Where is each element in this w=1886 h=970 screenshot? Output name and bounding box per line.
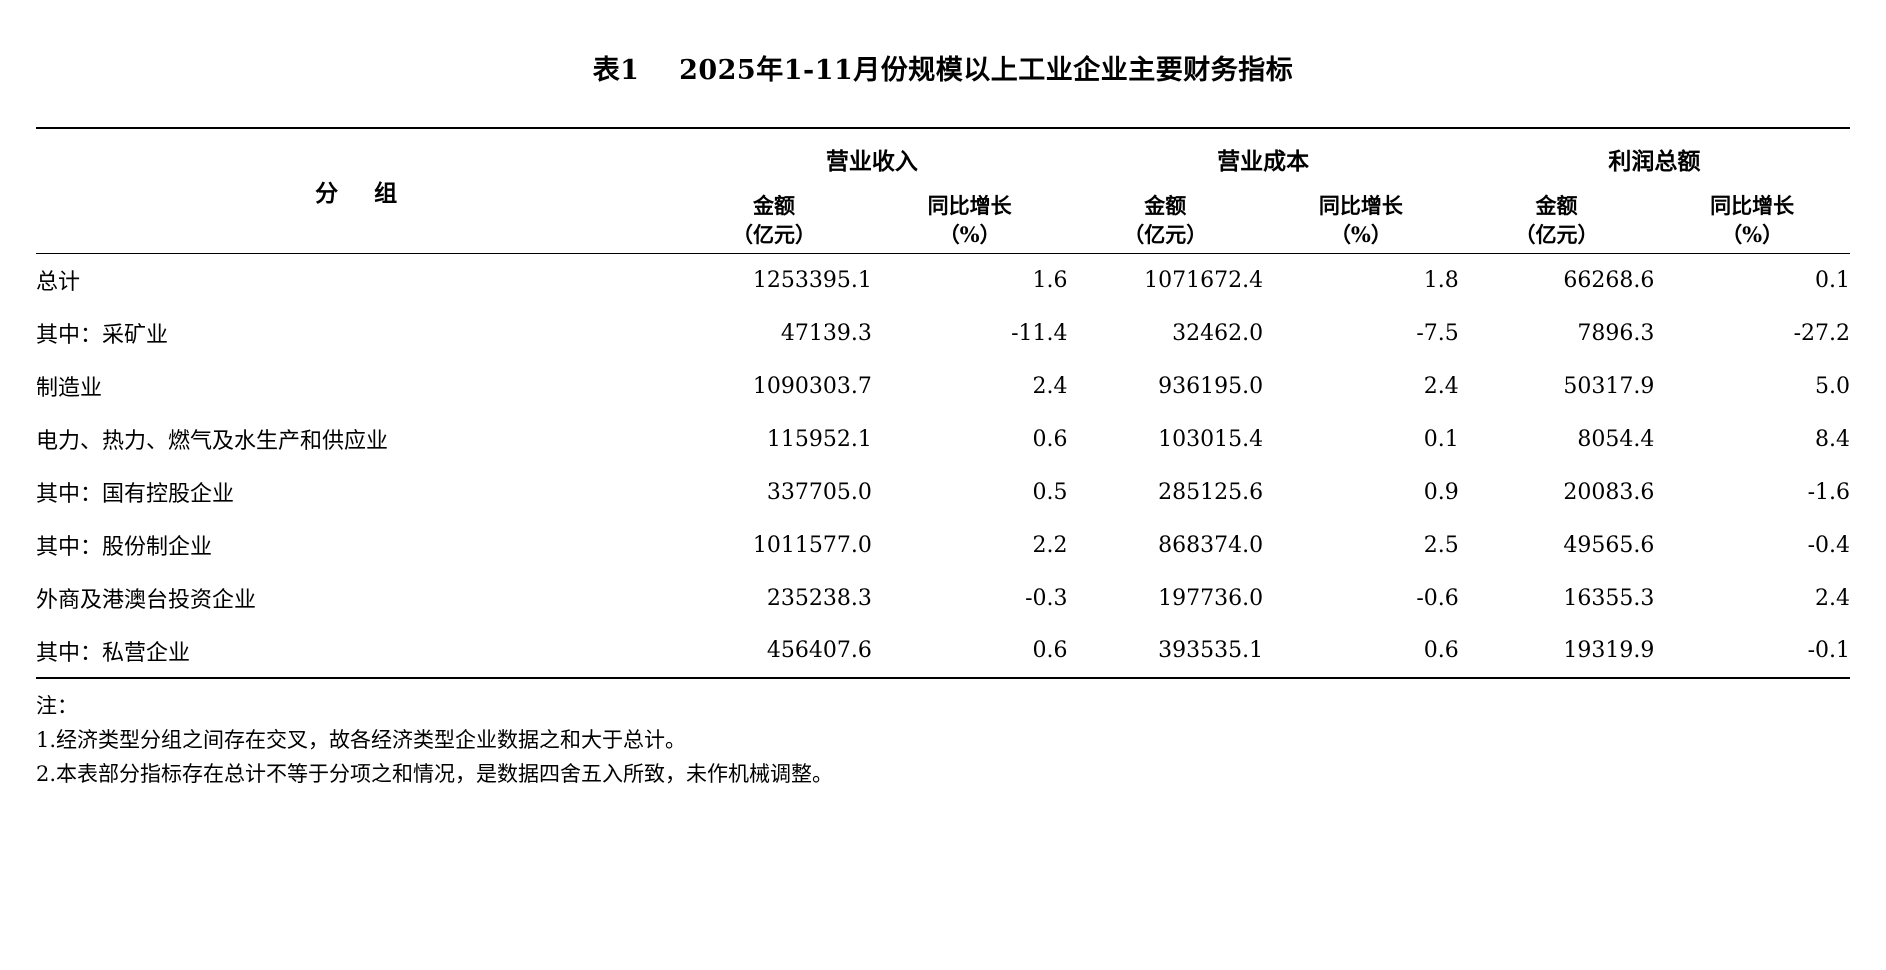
cell-revenue-growth: 0.6 bbox=[1032, 638, 1068, 663]
financial-table-container: 分 组 营业收入 营业成本 利润总额 金额 （亿元） 同比增长 （%） bbox=[36, 127, 1850, 679]
table-row: 制造业 1090303.7 2.4 936195.0 2.4 50317.9 5.0 bbox=[36, 360, 1850, 413]
cell-cost-amount: 936195.0 bbox=[1158, 373, 1264, 399]
header-sub-unit: （%） bbox=[1329, 222, 1392, 247]
table-row: 总计 1253395.1 1.6 1071672.4 1.8 66268.6 0.1 bbox=[36, 254, 1850, 307]
cell-cost-growth: 0.6 bbox=[1423, 638, 1459, 663]
header-sub-name: 同比增长 bbox=[1710, 193, 1795, 219]
header-sub-cost-amount: 金额 （亿元） bbox=[1067, 189, 1263, 254]
cell-profit-growth: -0.4 bbox=[1807, 532, 1850, 558]
table-row: 其中：私营企业 456407.6 0.6 393535.1 0.6 19319.9 -0.1 bbox=[36, 625, 1850, 678]
table-row: 其中：股份制企业 1011577.0 2.2 868374.0 2.5 49565.6 -0… bbox=[36, 519, 1850, 572]
header-sub-revenue-growth: 同比增长 （%） bbox=[872, 189, 1068, 254]
row-label: 电力、热力、燃气及水生产和供应业 bbox=[36, 429, 389, 454]
cell-revenue-growth: 0.6 bbox=[1032, 426, 1068, 452]
table-body: 总计 1253395.1 1.6 1071672.4 1.8 66268.6 0.1 其中：采… bbox=[36, 254, 1850, 678]
financial-indicators-table: 分 组 营业收入 营业成本 利润总额 金额 （亿元） 同比增长 （%） bbox=[36, 127, 1850, 679]
cell-revenue-growth: 2.4 bbox=[1032, 373, 1068, 399]
cell-revenue-amount: 115952.1 bbox=[766, 426, 872, 452]
header-sub-profit-growth: 同比增长 （%） bbox=[1654, 189, 1850, 254]
cell-cost-growth: 2.5 bbox=[1423, 532, 1459, 558]
cell-revenue-growth: -11.4 bbox=[1011, 320, 1068, 346]
cell-profit-growth: 0.1 bbox=[1815, 267, 1850, 293]
header-sub-name: 金额 bbox=[1144, 193, 1187, 219]
cell-revenue-growth: 0.5 bbox=[1032, 479, 1068, 505]
cell-profit-amount: 50317.9 bbox=[1563, 373, 1655, 399]
header-sub-unit: （亿元） bbox=[1514, 222, 1599, 247]
cell-cost-amount: 285125.6 bbox=[1158, 479, 1264, 505]
row-label: 制造业 bbox=[36, 376, 103, 401]
header-sub-name: 金额 bbox=[1535, 193, 1578, 219]
cell-cost-amount: 32462.0 bbox=[1172, 320, 1264, 346]
header-sub-unit: （%） bbox=[938, 222, 1001, 247]
cell-cost-amount: 868374.0 bbox=[1158, 532, 1264, 558]
cell-cost-growth: -0.6 bbox=[1416, 585, 1459, 611]
header-sub-unit: （亿元） bbox=[1123, 222, 1208, 247]
cell-cost-amount: 103015.4 bbox=[1158, 426, 1264, 452]
cell-profit-amount: 20083.6 bbox=[1563, 479, 1655, 505]
cell-cost-growth: 0.9 bbox=[1423, 479, 1459, 505]
header-sub-revenue-amount: 金额 （亿元） bbox=[676, 189, 872, 254]
note-item-2: 2.本表部分指标存在总计不等于分项之和情况，是数据四舍五入所致，未作机械调整。 bbox=[36, 761, 834, 786]
cell-profit-amount: 49565.6 bbox=[1563, 532, 1655, 558]
header-group-revenue: 营业收入 bbox=[825, 148, 918, 175]
header-sub-name: 同比增长 bbox=[927, 193, 1012, 219]
cell-profit-growth: 2.4 bbox=[1815, 585, 1850, 611]
cell-revenue-growth: 2.2 bbox=[1032, 532, 1068, 558]
row-label: 其中：私营企业 bbox=[36, 640, 191, 666]
table-header-row-subcolumns: 金额 （亿元） 同比增长 （%） 金额 （亿元） 同比增长 （%） bbox=[36, 189, 1850, 254]
cell-cost-growth: 0.1 bbox=[1423, 426, 1459, 452]
header-grouping-label: 分 组 bbox=[315, 180, 412, 207]
row-label: 其中：股份制企业 bbox=[36, 535, 213, 560]
cell-cost-growth: 1.8 bbox=[1423, 267, 1459, 293]
cell-revenue-amount: 1253395.1 bbox=[752, 267, 872, 293]
cell-revenue-amount: 47139.3 bbox=[780, 320, 872, 346]
header-sub-profit-amount: 金额 （亿元） bbox=[1459, 189, 1655, 254]
cell-profit-amount: 8054.4 bbox=[1577, 426, 1655, 452]
cell-profit-growth: -0.1 bbox=[1807, 638, 1850, 663]
table-notes: 注： 1.经济类型分组之间存在交叉，故各经济类型企业数据之和大于总计。 2.本表… bbox=[36, 689, 1850, 791]
cell-profit-growth: 5.0 bbox=[1815, 373, 1850, 399]
page-title: 表1 2025年1-11月份规模以上工业企业主要财务指标 bbox=[592, 55, 1294, 86]
header-group-cost: 营业成本 bbox=[1217, 148, 1310, 175]
header-sub-name: 金额 bbox=[753, 193, 796, 219]
cell-profit-amount: 7896.3 bbox=[1577, 320, 1655, 346]
note-item-1: 1.经济类型分组之间存在交叉，故各经济类型企业数据之和大于总计。 bbox=[36, 727, 687, 752]
cell-cost-growth: 2.4 bbox=[1423, 373, 1459, 399]
cell-revenue-amount: 1011577.0 bbox=[752, 532, 872, 558]
cell-cost-amount: 1071672.4 bbox=[1144, 267, 1264, 293]
cell-cost-amount: 197736.0 bbox=[1158, 585, 1264, 611]
cell-profit-amount: 66268.6 bbox=[1563, 267, 1655, 293]
table-row: 电力、热力、燃气及水生产和供应业 115952.1 0.6 103015.4 0.1 80… bbox=[36, 413, 1850, 466]
table-header-row-groups: 分 组 营业收入 营业成本 利润总额 bbox=[36, 128, 1850, 207]
header-sub-unit: （亿元） bbox=[732, 222, 817, 247]
cell-revenue-amount: 235238.3 bbox=[766, 585, 872, 611]
row-label: 其中：采矿业 bbox=[36, 323, 169, 348]
cell-revenue-amount: 337705.0 bbox=[766, 479, 872, 505]
row-label: 总计 bbox=[36, 270, 81, 296]
cell-profit-amount: 19319.9 bbox=[1563, 638, 1655, 663]
cell-cost-amount: 393535.1 bbox=[1158, 638, 1264, 663]
row-label: 外商及港澳台投资企业 bbox=[36, 588, 257, 613]
cell-profit-growth: -27.2 bbox=[1793, 320, 1850, 346]
header-group-profit: 利润总额 bbox=[1608, 148, 1701, 175]
table-header: 分 组 营业收入 营业成本 利润总额 金额 （亿元） 同比增长 （%） bbox=[36, 128, 1850, 254]
cell-revenue-growth: -0.3 bbox=[1025, 585, 1068, 611]
cell-profit-amount: 16355.3 bbox=[1563, 585, 1655, 611]
row-label: 其中：国有控股企业 bbox=[36, 482, 235, 507]
table-row: 其中：采矿业 47139.3 -11.4 32462.0 -7.5 7896.3 -27.2 bbox=[36, 307, 1850, 360]
cell-cost-growth: -7.5 bbox=[1416, 320, 1459, 346]
table-row: 其中：国有控股企业 337705.0 0.5 285125.6 0.9 20083.6 -1… bbox=[36, 466, 1850, 519]
header-sub-name: 同比增长 bbox=[1318, 193, 1403, 219]
cell-revenue-amount: 1090303.7 bbox=[752, 373, 872, 399]
header-sub-unit: （%） bbox=[1721, 222, 1784, 247]
header-sub-cost-growth: 同比增长 （%） bbox=[1263, 189, 1459, 254]
table-row: 外商及港澳台投资企业 235238.3 -0.3 197736.0 -0.6 16355.… bbox=[36, 572, 1850, 625]
cell-revenue-amount: 456407.6 bbox=[766, 638, 872, 663]
cell-revenue-growth: 1.6 bbox=[1032, 267, 1068, 293]
notes-heading: 注： bbox=[36, 693, 78, 718]
cell-profit-growth: 8.4 bbox=[1815, 426, 1850, 452]
cell-profit-growth: -1.6 bbox=[1807, 479, 1850, 505]
header-cell-grouping: 分 组 bbox=[36, 128, 676, 254]
